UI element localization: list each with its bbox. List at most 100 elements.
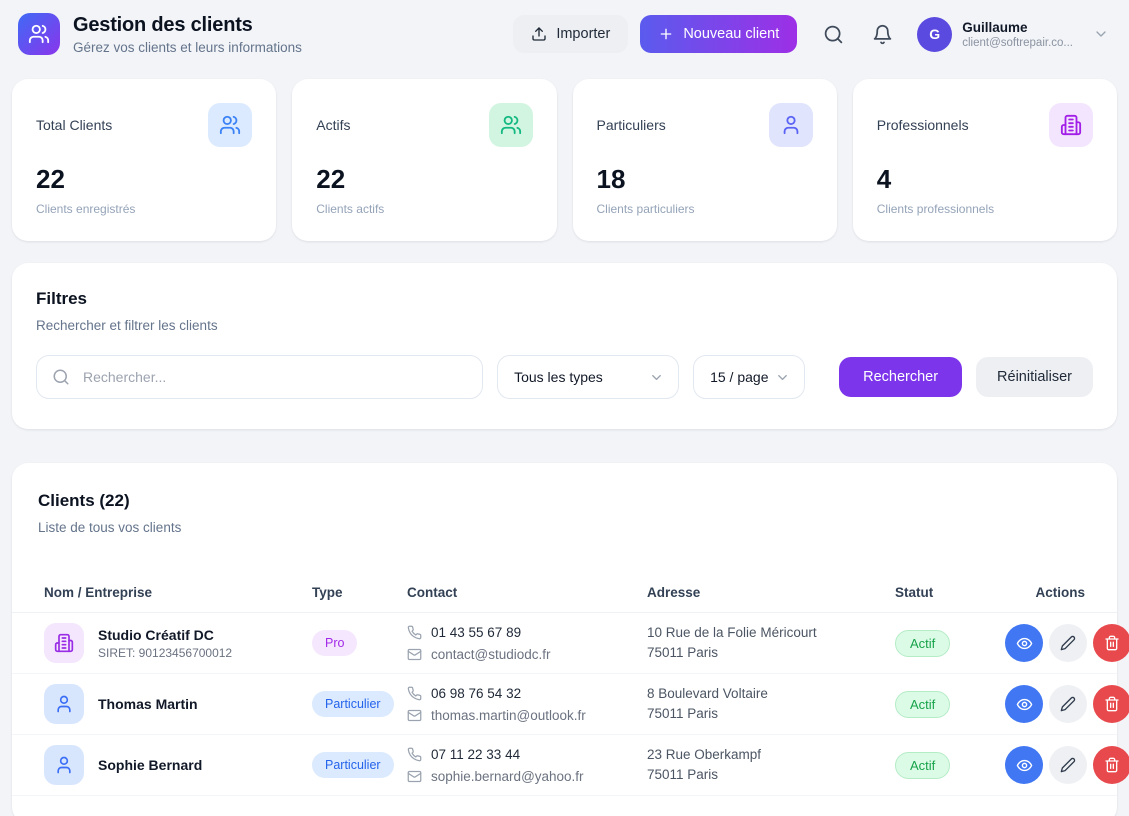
column-header-address: Adresse: [647, 585, 701, 600]
client-address-line2: 75011 Paris: [647, 767, 719, 782]
building-icon: [44, 623, 84, 663]
stat-value: 18: [596, 164, 626, 194]
stats-row: Total Clients 22 Clients enregistrés Act…: [12, 79, 1117, 241]
stat-card-actifs: Actifs 22 Clients actifs: [292, 79, 557, 241]
type-filter-value: Tous les types: [514, 369, 603, 385]
column-header-status: Statut: [895, 585, 934, 600]
type-badge: Pro: [312, 630, 358, 656]
delete-button[interactable]: [1093, 624, 1129, 662]
search-button[interactable]: Rechercher: [839, 357, 963, 397]
client-siret: SIRET: 90123456700012: [98, 645, 233, 660]
stat-label: Particuliers: [596, 117, 666, 133]
eye-icon: [1016, 696, 1033, 713]
type-filter-select[interactable]: Tous les types: [497, 355, 680, 399]
trash-icon: [1104, 757, 1120, 773]
phone-icon: [407, 686, 422, 701]
edit-button[interactable]: [1049, 624, 1087, 662]
stat-caption: Clients professionnels: [876, 202, 995, 216]
client-email: sophie.bernard@yahoo.fr: [431, 768, 584, 784]
app-logo: [18, 13, 60, 55]
plus-icon: [658, 26, 674, 42]
search-icon: [52, 368, 70, 386]
mail-icon: [407, 647, 422, 662]
page-size-value: 15 / page: [710, 369, 769, 385]
table-row: Sophie Bernard Particulier 07 11 22 33 4…: [12, 735, 1129, 796]
type-badge: Particulier: [312, 752, 394, 778]
client-email: contact@studiodc.fr: [431, 646, 551, 662]
status-badge: Actif: [895, 629, 951, 657]
clients-panel: Clients (22) Liste de tous vos clients N…: [12, 463, 1129, 816]
delete-button[interactable]: [1093, 685, 1129, 723]
chevron-down-icon: [1093, 26, 1109, 42]
table-row: Thomas Martin Particulier 06 98 76 54 32…: [12, 674, 1129, 735]
trash-icon: [1104, 635, 1120, 651]
chevron-down-icon: [775, 370, 790, 385]
client-address-line1: 8 Boulevard Voltaire: [647, 686, 768, 701]
stat-label: Total Clients: [36, 117, 113, 133]
edit-button[interactable]: [1049, 746, 1087, 784]
column-header-actions: Actions: [1035, 585, 1085, 600]
trash-icon: [1104, 696, 1120, 712]
client-name: Studio Créatif DC: [98, 626, 214, 643]
delete-button[interactable]: [1093, 746, 1129, 784]
reset-button[interactable]: Réinitialiser: [976, 357, 1093, 397]
page-title: Gestion des clients: [73, 13, 253, 36]
column-header-contact: Contact: [407, 585, 458, 600]
mail-icon: [407, 769, 422, 784]
clients-subtitle: Liste de tous vos clients: [38, 520, 182, 535]
filters-panel: Filtres Rechercher et filtrer les client…: [12, 263, 1117, 429]
status-badge: Actif: [895, 690, 951, 718]
stat-card-particuliers: Particuliers 18 Clients particuliers: [572, 79, 837, 241]
user-menu[interactable]: G Guillaume client@softrepair.co...: [917, 16, 1109, 52]
search-icon[interactable]: [817, 18, 850, 51]
pencil-icon: [1060, 757, 1076, 773]
client-address-line2: 75011 Paris: [647, 645, 719, 660]
view-button[interactable]: [1005, 746, 1043, 784]
view-button[interactable]: [1005, 624, 1043, 662]
user-icon: [768, 103, 813, 147]
filters-title: Filtres: [36, 289, 88, 308]
eye-icon: [1016, 635, 1033, 652]
stat-card-total-clients: Total Clients 22 Clients enregistrés: [12, 79, 277, 241]
client-address-line1: 10 Rue de la Folie Méricourt: [647, 625, 817, 640]
stat-value: 22: [36, 164, 65, 194]
stat-label: Professionnels: [876, 117, 969, 133]
search-input[interactable]: [36, 355, 484, 399]
table-header-row: Nom / Entreprise Type Contact Adresse St…: [12, 573, 1117, 613]
user-icon: [44, 684, 84, 724]
client-address-line2: 75011 Paris: [647, 706, 719, 721]
stat-caption: Clients enregistrés: [36, 202, 136, 216]
page-header: Gestion des clients Gérez vos clients et…: [0, 0, 1129, 65]
stat-card-professionnels: Professionnels 4 Clients professionnels: [852, 79, 1117, 241]
clients-table: Nom / Entreprise Type Contact Adresse St…: [12, 573, 1129, 796]
stat-caption: Clients particuliers: [596, 202, 695, 216]
column-header-type: Type: [312, 585, 343, 600]
client-address-line1: 23 Rue Oberkampf: [647, 747, 762, 762]
users-icon: [208, 103, 253, 147]
type-badge: Particulier: [312, 691, 394, 717]
status-badge: Actif: [895, 751, 951, 779]
import-button[interactable]: Importer: [513, 15, 629, 53]
user-email: client@softrepair.co...: [962, 36, 1073, 49]
filters-subtitle: Rechercher et filtrer les clients: [36, 318, 218, 333]
user-icon: [44, 745, 84, 785]
new-client-button[interactable]: Nouveau client: [640, 15, 798, 53]
phone-icon: [407, 747, 422, 762]
stat-value: 4: [876, 164, 892, 194]
notifications-bell-icon[interactable]: [866, 18, 899, 51]
chevron-down-icon: [649, 370, 664, 385]
stat-caption: Clients actifs: [316, 202, 385, 216]
client-phone: 06 98 76 54 32: [431, 685, 522, 701]
avatar: G: [917, 16, 953, 52]
view-button[interactable]: [1005, 685, 1043, 723]
pencil-icon: [1060, 696, 1076, 712]
clients-title: Clients (22): [38, 491, 130, 510]
user-name: Guillaume: [962, 19, 1028, 35]
mail-icon: [407, 708, 422, 723]
page-size-select[interactable]: 15 / page: [693, 355, 806, 399]
import-button-label: Importer: [556, 26, 611, 42]
building-icon: [1049, 103, 1093, 147]
phone-icon: [407, 625, 422, 640]
table-row: Studio Créatif DC SIRET: 90123456700012 …: [12, 613, 1129, 674]
edit-button[interactable]: [1049, 685, 1087, 723]
